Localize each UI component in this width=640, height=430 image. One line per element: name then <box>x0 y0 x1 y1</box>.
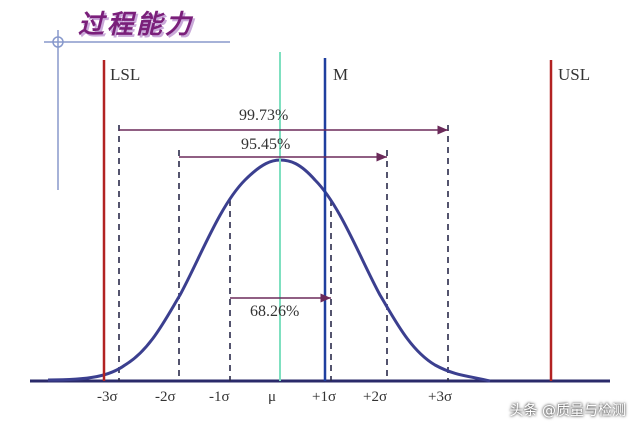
percent-label-95: 95.45% <box>241 136 290 153</box>
percent-label-99: 99.73% <box>239 107 288 124</box>
usl-label: USL <box>558 65 590 84</box>
sigma-lines <box>118 125 449 381</box>
lsl-label: LSL <box>110 65 140 84</box>
tick-mu: μ <box>268 389 276 405</box>
tick-plus3: +3σ <box>428 389 452 405</box>
crosshair-icon <box>44 30 230 190</box>
m-label: M <box>333 65 348 84</box>
normal-curve <box>47 158 491 383</box>
tick-minus1: -1σ <box>209 389 230 405</box>
tick-minus2: -2σ <box>155 389 176 405</box>
tick-plus1: +1σ <box>312 389 336 405</box>
watermark: 头条 @质量与检测 <box>509 403 626 419</box>
tick-minus3: -3σ <box>97 389 118 405</box>
page-title: 过程能力 <box>78 10 195 40</box>
axis-tick-labels: -3σ -2σ -1σ μ +1σ +2σ +3σ <box>97 389 452 405</box>
percent-label-68: 68.26% <box>250 303 299 320</box>
tick-plus2: +2σ <box>363 389 387 405</box>
